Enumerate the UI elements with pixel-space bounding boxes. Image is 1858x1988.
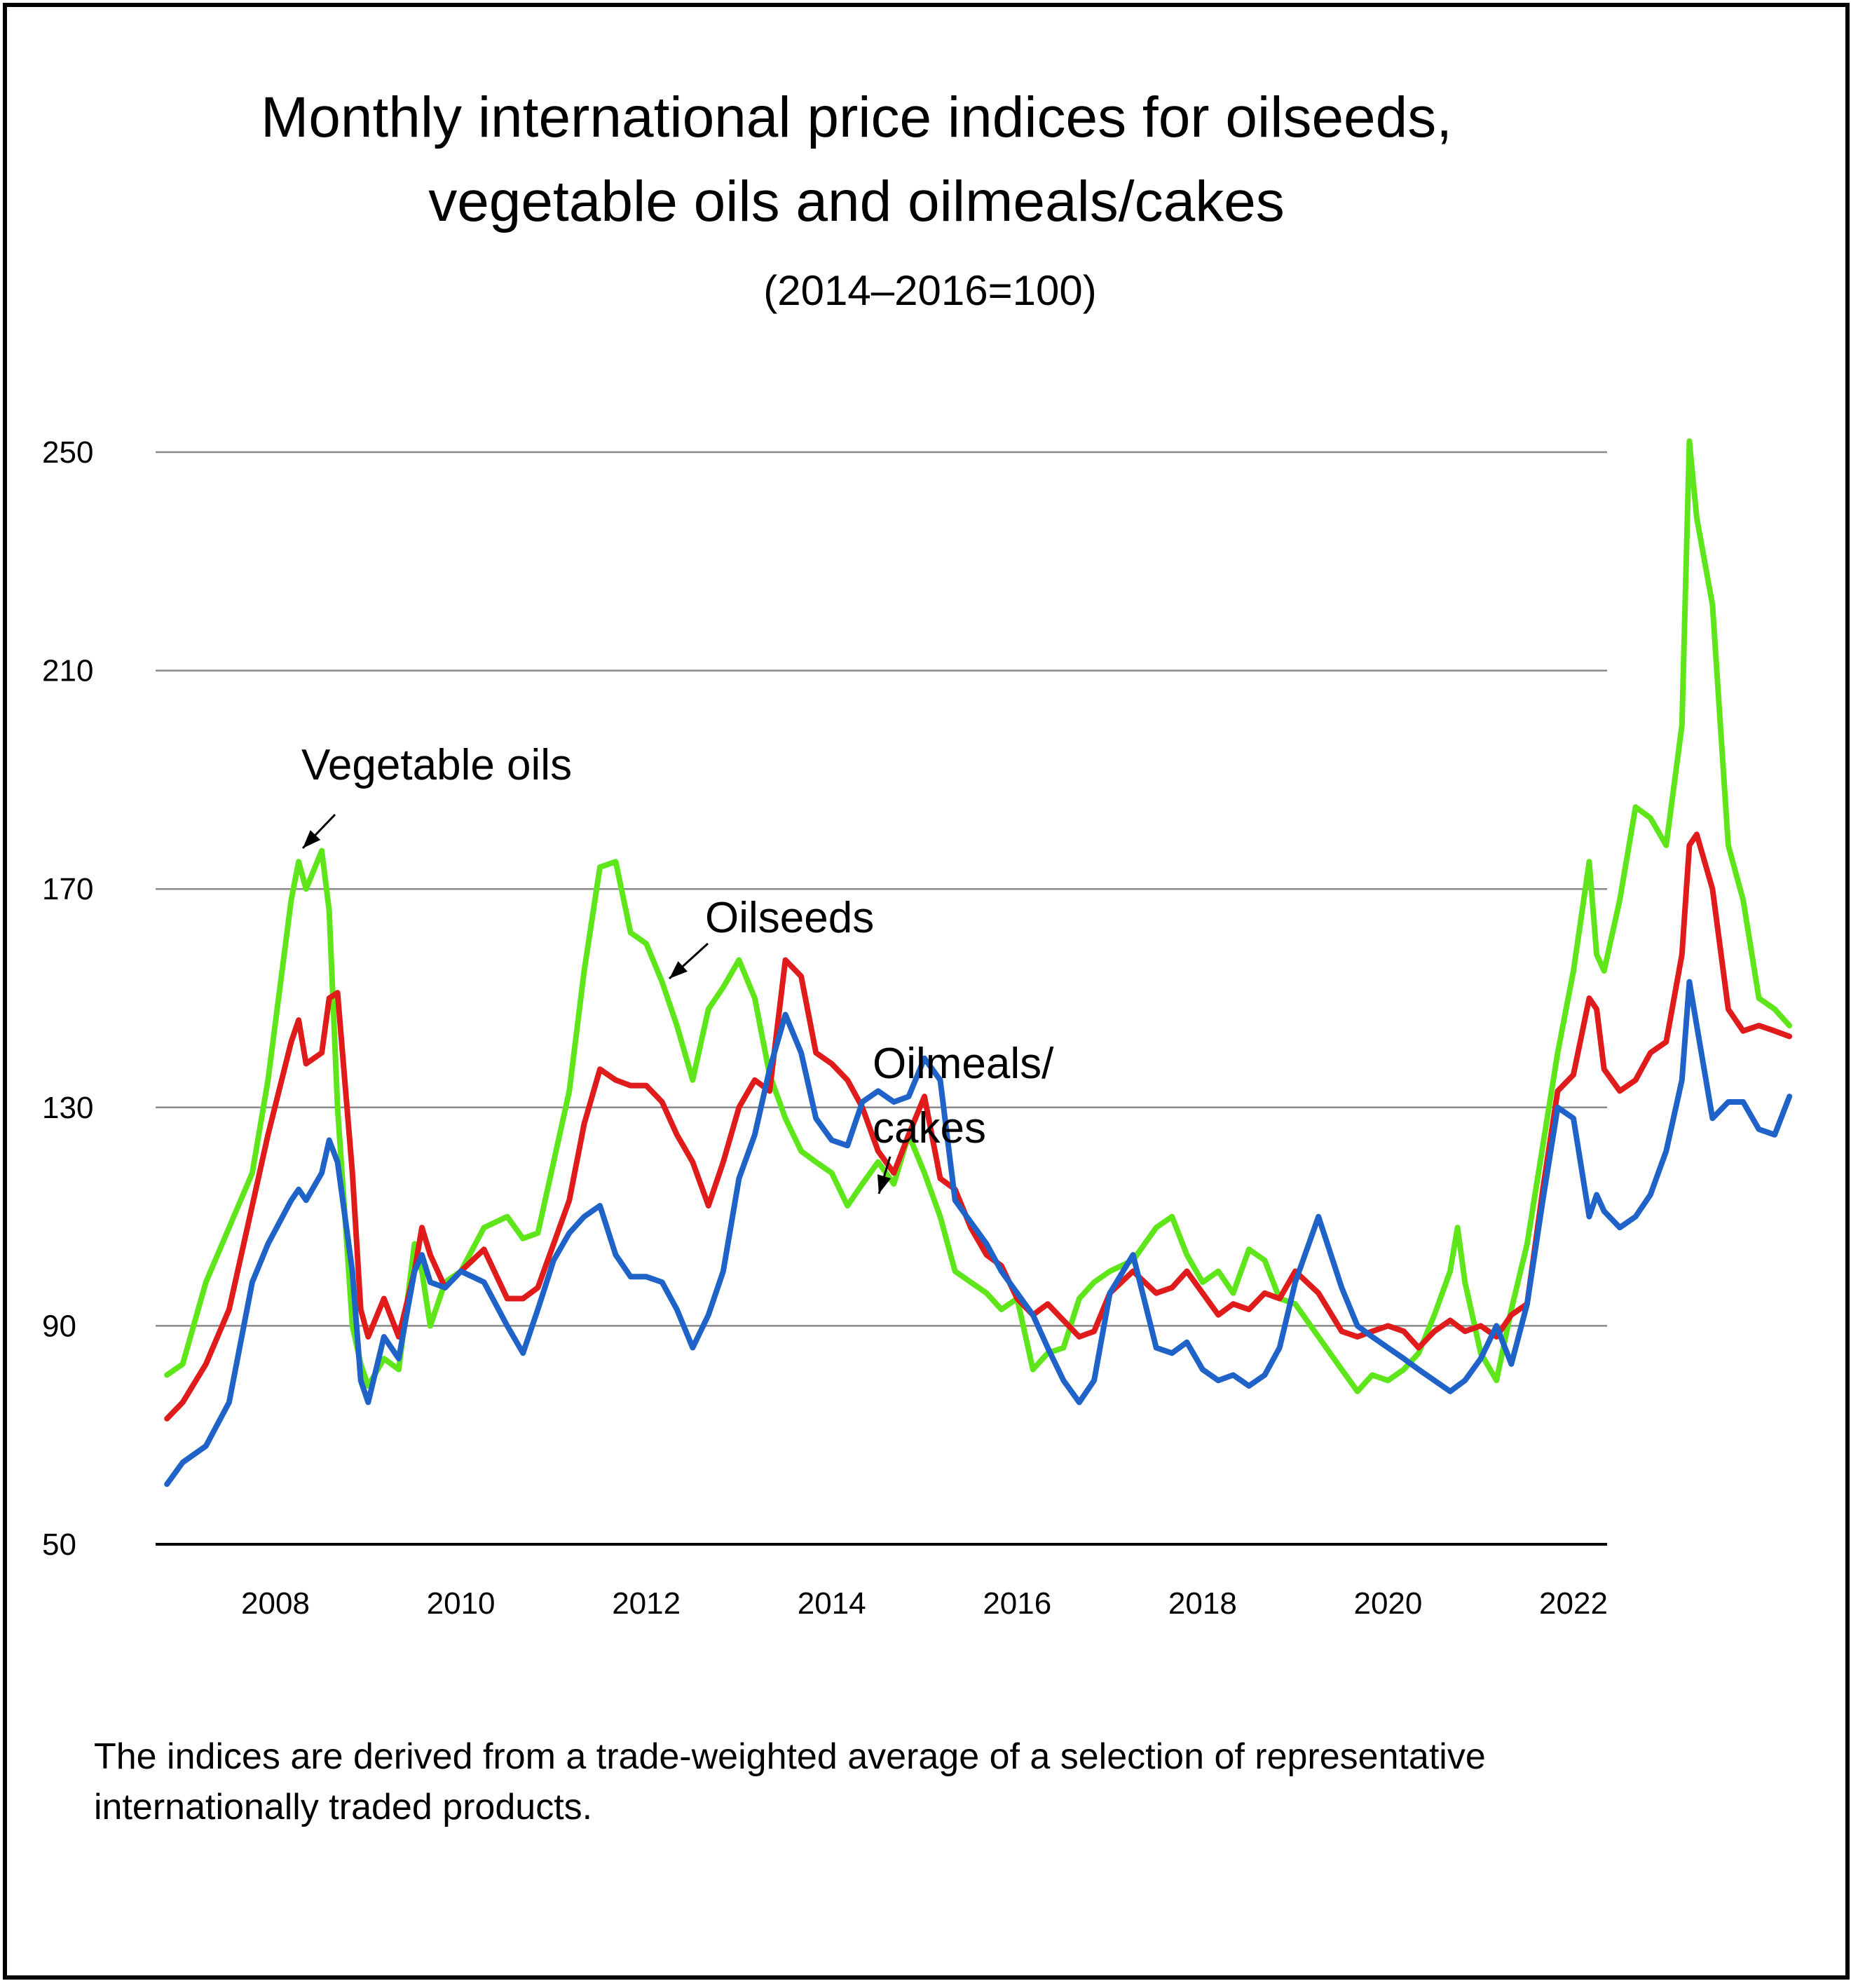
y-tick-label-210: 210 [42, 654, 93, 688]
annotation-arrow-oilseeds [668, 942, 709, 980]
x-tick-label-2008: 2008 [241, 1586, 310, 1621]
y-tick-label-170: 170 [42, 872, 93, 906]
chart-subtitle: (2014–2016=100) [763, 267, 1096, 314]
annotation-arrow-oilmeals [877, 1156, 892, 1194]
annotation-oilmeals-line-1: Oilmeals/ [873, 1040, 1054, 1088]
series-lines [164, 438, 1793, 1487]
y-tick-label-50: 50 [42, 1527, 76, 1562]
grid-lines [156, 451, 1607, 1546]
x-tick-label-2016: 2016 [983, 1586, 1051, 1621]
x-tick-label-2012: 2012 [612, 1586, 681, 1621]
x-tick-label-2022: 2022 [1539, 1586, 1608, 1621]
y-tick-label-130: 130 [42, 1091, 93, 1125]
x-tick-label-2010: 2010 [427, 1586, 496, 1621]
chart-frame [3, 3, 1850, 1980]
y-axis-ticks: 50 90 130 170 210 250 [42, 435, 93, 1562]
annotation-arrow-vegetable-oils [301, 813, 336, 850]
y-tick-label-250: 250 [42, 435, 93, 470]
series-line-vegetable-oils [164, 438, 1793, 1394]
annotation-vegetable-oils-line-1: Vegetable oils [301, 741, 572, 789]
x-tick-label-2020: 2020 [1353, 1586, 1422, 1621]
annotation-oilseeds-line-1: Oilseeds [705, 894, 874, 942]
chart-title-line-2: vegetable oils and oilmeals/cakes [428, 170, 1285, 233]
annotation-oilmeals-line-2: cakes [873, 1104, 986, 1152]
x-tick-label-2018: 2018 [1168, 1586, 1237, 1621]
x-axis-ticks: 2008 2010 2012 2014 2016 2018 2020 2022 [241, 1586, 1608, 1621]
footnote: The indices are derived from a trade-wei… [94, 1736, 1486, 1827]
x-tick-label-2014: 2014 [798, 1586, 866, 1621]
series-line-oilmeals [164, 979, 1793, 1487]
series-annotations: Vegetable oils Oilseeds Oilmeals/cakes [301, 741, 1054, 1194]
y-tick-label-90: 90 [42, 1309, 76, 1343]
chart-title-line-1: Monthly international price indices for … [261, 86, 1452, 149]
